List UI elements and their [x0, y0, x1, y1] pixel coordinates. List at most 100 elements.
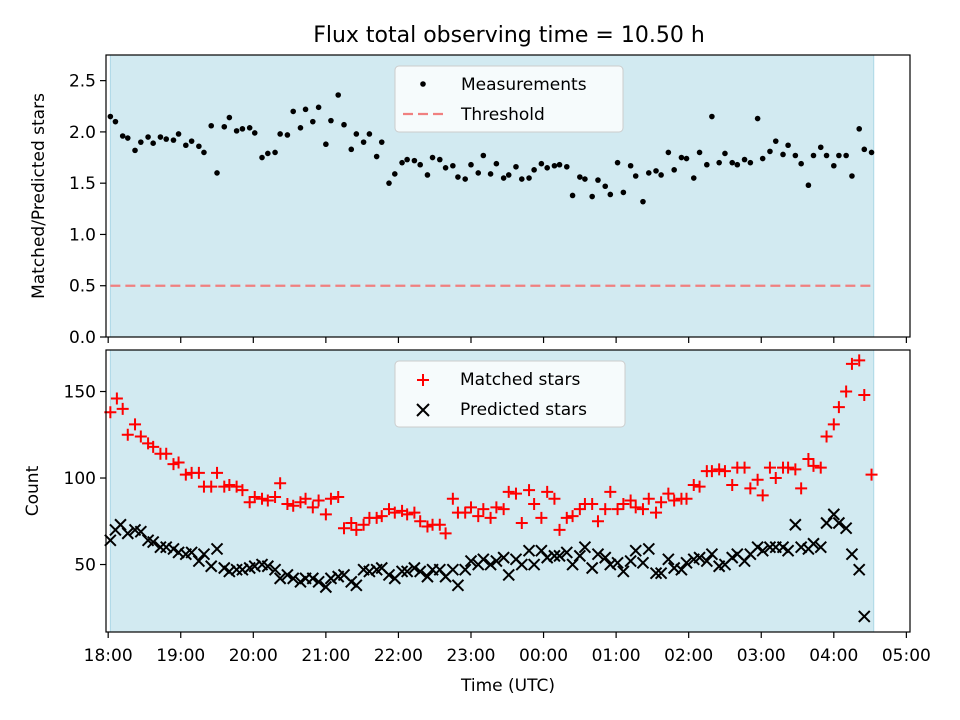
- matched-star-point: [490, 501, 503, 514]
- matched-star-point: [560, 511, 573, 524]
- measurement-point: [348, 146, 355, 153]
- matched-star-point: [566, 510, 579, 523]
- matched-star-point: [523, 484, 536, 497]
- matched-star-point: [586, 497, 599, 510]
- top-y-tick-label: 0.5: [69, 277, 96, 297]
- predicted-star-point: [451, 579, 465, 592]
- matched-star-point: [350, 523, 363, 536]
- predicted-stars-points: [105, 508, 871, 623]
- measurement-point: [284, 132, 291, 138]
- measurement-point: [849, 173, 855, 179]
- measurement-point: [150, 140, 156, 146]
- measurement-point: [551, 162, 558, 169]
- matched-star-point: [439, 527, 452, 540]
- matched-star-point: [744, 482, 757, 495]
- matched-star-point: [845, 357, 858, 370]
- measurement-point: [658, 172, 664, 178]
- measurement-point: [810, 152, 817, 159]
- measurement-point: [328, 117, 334, 124]
- measurement-point: [450, 162, 456, 169]
- matched-star-point: [160, 447, 173, 460]
- predicted-star-point: [502, 568, 515, 582]
- matched-star-point: [782, 461, 795, 474]
- matched-star-point: [802, 452, 815, 465]
- measurement-point: [747, 159, 754, 166]
- matched-star-point: [509, 487, 522, 500]
- matched-star-point: [726, 478, 739, 491]
- bottom-y-tick-label: 150: [64, 383, 96, 403]
- predicted-star-point: [446, 563, 460, 576]
- measurement-point: [411, 157, 418, 164]
- measurement-point: [716, 159, 722, 166]
- predicted-star-point: [654, 566, 668, 580]
- matched-star-point: [769, 472, 782, 485]
- measurement-point: [272, 149, 278, 156]
- top-axes-frame: [105, 54, 911, 338]
- bottom-y-axis-label: Count: [23, 465, 43, 516]
- matched-star-point: [306, 501, 319, 514]
- predicted-star-point: [464, 554, 478, 568]
- predicted-star-point: [312, 575, 325, 589]
- matched-star-point: [553, 523, 566, 536]
- measurement-point: [201, 149, 207, 156]
- measurement-point: [353, 131, 360, 137]
- predicted-star-point: [827, 508, 841, 521]
- matched-star-point: [269, 491, 282, 504]
- predicted-star-point: [553, 549, 566, 563]
- predicted-star-point: [789, 518, 802, 531]
- matched-star-point: [636, 503, 649, 516]
- matched-star-point: [211, 466, 224, 479]
- top-y-tick-label: 0.0: [69, 328, 96, 348]
- matched-star-point: [281, 497, 294, 510]
- measurement-point: [861, 146, 868, 153]
- predicted-star-point: [667, 561, 681, 575]
- predicted-star-point: [236, 563, 249, 576]
- measurement-point: [138, 139, 144, 145]
- measurement-point: [538, 160, 545, 167]
- measurement-point: [665, 149, 672, 156]
- matched-star-point: [408, 506, 421, 519]
- predicted-star-point: [268, 563, 282, 576]
- measurement-point: [544, 165, 550, 171]
- matched-star-point: [433, 518, 446, 531]
- measurement-point: [817, 144, 824, 151]
- predicted-star-point: [611, 556, 624, 570]
- matched-star-point: [256, 492, 269, 505]
- x-tick-label: 18:00: [84, 646, 133, 666]
- measurement-point: [475, 170, 482, 176]
- predicted-star-point: [205, 560, 218, 573]
- measurement-point: [239, 126, 246, 132]
- top-y-tick-label: 1.5: [69, 174, 96, 194]
- matched-stars-points: [104, 354, 878, 540]
- matched-star-point: [853, 354, 866, 367]
- matched-star-point: [763, 461, 776, 474]
- measurement-point: [124, 135, 131, 141]
- matched-star-point: [345, 517, 358, 530]
- measurement-point: [221, 123, 228, 130]
- measurement-point: [392, 171, 398, 177]
- measurement-point: [704, 161, 710, 168]
- predicted-star-point: [599, 551, 612, 564]
- matched-star-point: [243, 496, 256, 509]
- x-tick-label: 23:00: [446, 646, 495, 666]
- measurement-point: [780, 151, 786, 158]
- measurement-point: [696, 149, 703, 156]
- bottom-legend-box: [394, 360, 626, 428]
- matched-star-point: [502, 485, 515, 498]
- measurement-point: [297, 125, 304, 131]
- measurement-point: [378, 139, 385, 145]
- measurement-point: [531, 167, 537, 173]
- measurement-point: [468, 161, 474, 168]
- matched-star-point: [548, 492, 561, 505]
- measurement-point: [582, 176, 588, 182]
- measurement-point: [183, 142, 189, 149]
- bottom-panel: 50 100 150 18:00 19:00 20:00 21:00 22:00 23:00 0…: [23, 350, 931, 696]
- measurement-point: [563, 163, 570, 170]
- predicted-star-point: [197, 547, 211, 561]
- measurement-point: [302, 106, 309, 113]
- x-axis-label: Time (UTC): [460, 676, 555, 696]
- x-tick-label: 01:00: [592, 646, 641, 666]
- matched-star-point: [515, 517, 528, 530]
- predicted-star-point: [160, 541, 173, 554]
- predicted-star-point: [477, 553, 490, 566]
